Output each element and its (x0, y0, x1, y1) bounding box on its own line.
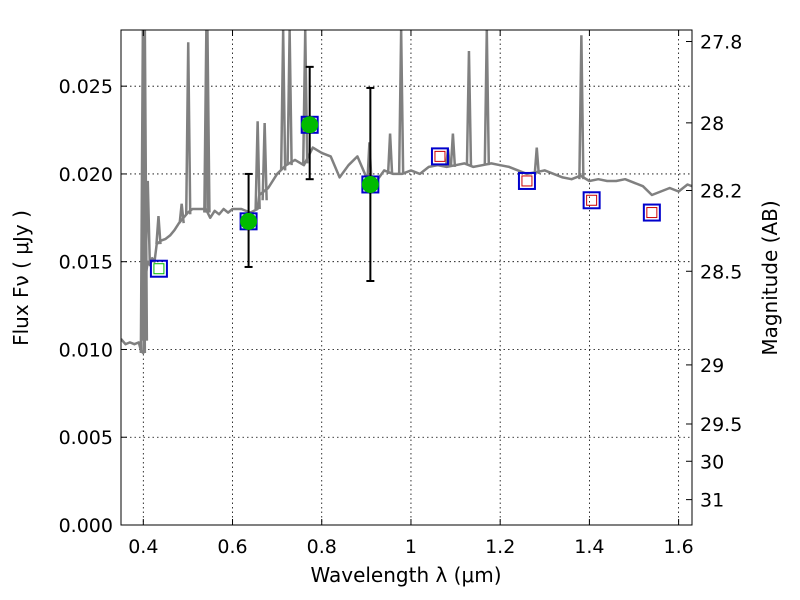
y-tick-label: 0.020 (59, 164, 113, 186)
emission-line (578, 35, 585, 180)
right-tick-label: 28 (700, 113, 724, 135)
model-inner-square-marker (434, 150, 446, 162)
right-tick-label: 28.2 (700, 181, 742, 203)
spectrum (121, 30, 692, 355)
emission-line (533, 147, 541, 175)
emission-line (279, 30, 287, 171)
emission-line (397, 30, 405, 174)
model-square-marker (149, 259, 168, 278)
x-tick-label: 0.4 (128, 536, 158, 558)
model-inner-square-marker (586, 194, 598, 206)
emission-line (155, 215, 162, 245)
y-tick-label: 0.015 (59, 252, 113, 274)
right-tick-label: 30 (700, 451, 724, 473)
emission-line (261, 122, 268, 201)
emission-line (184, 42, 192, 215)
emission-line (483, 30, 491, 166)
model-square-marker (430, 147, 449, 166)
y-tick-label: 0.010 (59, 339, 113, 361)
x-axis-label: Wavelength λ (μm) (310, 563, 501, 587)
emission-line (449, 133, 457, 167)
model-square-marker (517, 171, 536, 190)
emission-line (465, 51, 473, 166)
observed-point (361, 175, 379, 193)
model-inner-square-marker (521, 175, 533, 187)
plot-frame (120, 29, 693, 526)
x-tick-label: 1.2 (485, 536, 515, 558)
x-tick-label: 0.8 (307, 536, 337, 558)
emission-line (178, 203, 185, 224)
emission-line (286, 30, 293, 166)
y-axis-label: Flux Fν ( μJy ) (9, 210, 33, 346)
x-tick-label: 1.4 (574, 536, 604, 558)
x-tick-label: 0.6 (217, 536, 247, 558)
right-tick-label: 29.5 (700, 414, 742, 436)
upper-limit-marker (153, 263, 165, 275)
emission-line (204, 30, 211, 213)
right-tick-label: 27.8 (700, 32, 742, 54)
x-tick-label: 1.6 (664, 536, 694, 558)
emission-line (386, 133, 394, 174)
y-tick-label: 0.025 (59, 76, 113, 98)
right-axis-label: Magnitude (AB) (758, 200, 782, 355)
observed-point (240, 212, 258, 230)
x-tick-label: 1 (405, 536, 417, 558)
right-tick-label: 29 (700, 355, 724, 377)
emission-line (254, 121, 261, 210)
axis-ticks: 0.4 0.6 0.8 1 1.2 1.4 1.6 0.000 0.005 0.010 0.015 0… (59, 30, 742, 558)
emission-line (144, 180, 152, 262)
observed-point (301, 116, 319, 134)
model-square-marker (642, 203, 661, 222)
right-tick-label: 31 (700, 490, 724, 512)
photometry-points (149, 65, 661, 283)
emission-line (301, 30, 309, 164)
model-square-marker (582, 191, 601, 210)
y-tick-label: 0.000 (59, 515, 113, 537)
y-tick-label: 0.005 (59, 427, 113, 449)
right-tick-label: 28.5 (700, 261, 742, 283)
model-inner-square-marker (646, 207, 658, 219)
grid-lines (121, 30, 692, 526)
